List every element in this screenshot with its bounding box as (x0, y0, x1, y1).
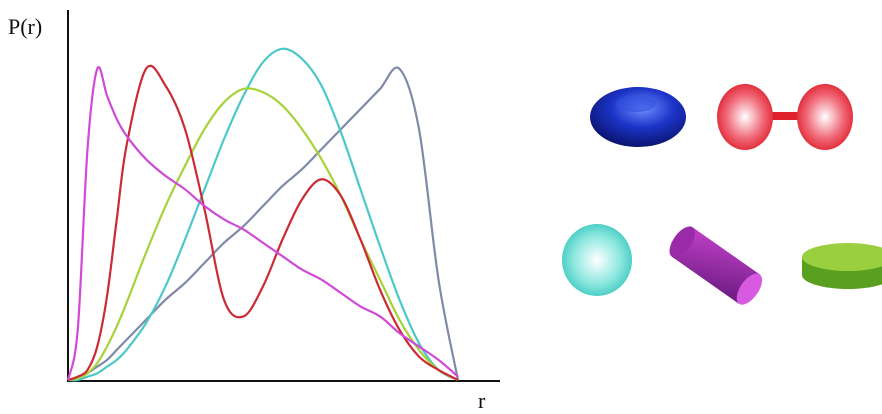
dumbbell-bar (760, 112, 810, 120)
series-line (66, 66, 459, 381)
series-line (67, 87, 459, 382)
oblate-dimple (616, 96, 656, 112)
dumbbell-ball (797, 84, 853, 150)
disc-top (802, 243, 882, 271)
sphere-shape (562, 224, 632, 296)
cylinder-end (736, 273, 763, 305)
plot-area (66, 47, 460, 382)
oblate-shape (590, 87, 686, 147)
series-line (67, 47, 459, 382)
cylinder-shape (669, 226, 763, 305)
x-axis-label: r (478, 388, 486, 413)
series-line (67, 66, 460, 382)
y-axis-label: P(r) (8, 14, 42, 39)
cylinder-end (669, 226, 695, 258)
shapes (562, 84, 882, 305)
cylinder-body (671, 227, 760, 304)
axes (67, 10, 500, 382)
series-line (67, 64, 459, 382)
dumbbell-ball (717, 84, 773, 150)
